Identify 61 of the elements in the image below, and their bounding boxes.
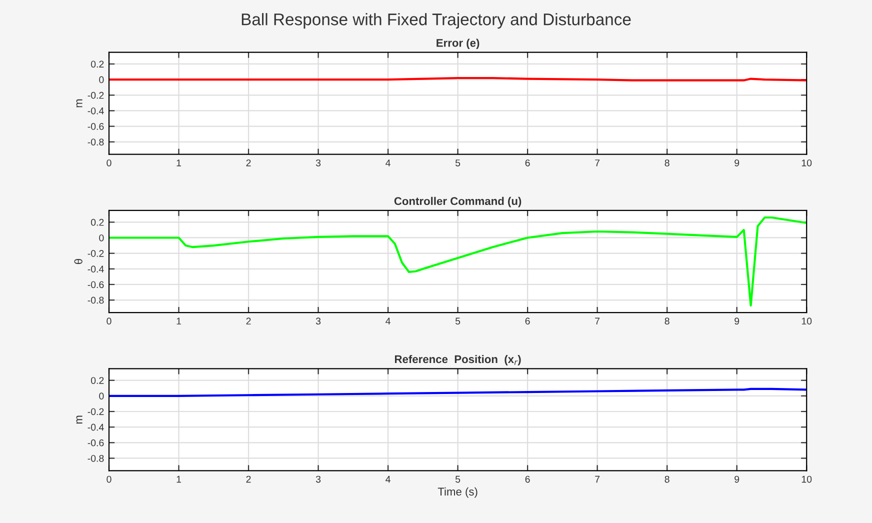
x-tick-label: 5 xyxy=(455,476,460,483)
line-series xyxy=(109,216,807,307)
x-tick-label: 8 xyxy=(664,476,670,483)
y-axis-title: m xyxy=(76,416,82,424)
chart-title: Ball Response with Fixed Trajectory and Disturbance xyxy=(242,13,631,29)
x-tick-label: 5 xyxy=(455,318,460,325)
y-axis-title: θ xyxy=(74,258,82,264)
y-tick-label: -0.6 xyxy=(88,281,104,288)
y-tick-label: -0.2 xyxy=(88,92,104,99)
x-tick-label: 6 xyxy=(525,318,530,325)
y-tick-label: -0.2 xyxy=(88,408,104,416)
x-tick-label: 8 xyxy=(664,159,670,166)
x-tick-label: 10 xyxy=(802,159,812,166)
y-tick-label: 0.2 xyxy=(91,377,104,384)
x-tick-label: 1 xyxy=(176,476,181,483)
y-tick-label: -0.6 xyxy=(88,123,104,130)
x-tick-label: 7 xyxy=(595,160,600,166)
line-series xyxy=(109,388,807,397)
x-tick-label: 1 xyxy=(176,160,181,166)
x-tick-label: 6 xyxy=(525,476,530,483)
y-tick-label: -0.4 xyxy=(88,266,104,273)
x-tick-label: 4 xyxy=(386,318,390,324)
x-tick-label: 1 xyxy=(176,318,181,324)
y-tick-label: -0.8 xyxy=(88,138,104,146)
x-tick-label: 9 xyxy=(734,318,740,325)
chart-title: Controller Command (u) xyxy=(394,196,522,208)
x-tick-label: 0 xyxy=(106,159,112,166)
x-tick-label: 6 xyxy=(525,159,530,166)
y-tick-label: 0.2 xyxy=(91,218,104,226)
y-tick-label: -0.2 xyxy=(88,250,104,257)
x-tick-label: 3 xyxy=(316,159,321,166)
y-axis-title: m xyxy=(76,99,82,108)
y-tick-label: 0 xyxy=(99,76,104,84)
x-tick-label: 7 xyxy=(595,318,600,324)
y-tick-label: -0.4 xyxy=(88,424,104,431)
y-tick-label: -0.4 xyxy=(88,107,104,114)
x-tick-label: 8 xyxy=(664,318,670,325)
y-tick-label: -0.6 xyxy=(88,439,104,446)
x-tick-label: 7 xyxy=(595,476,600,483)
x-tick-label: 2 xyxy=(246,318,251,324)
x-axis-title: Time (s) xyxy=(438,487,478,498)
x-tick-label: 4 xyxy=(386,160,390,166)
x-tick-label: 9 xyxy=(734,476,740,483)
x-tick-label: 0 xyxy=(106,476,112,483)
y-tick-label: -0.8 xyxy=(88,296,104,304)
x-tick-label: 2 xyxy=(246,159,251,166)
x-tick-label: 4 xyxy=(386,476,390,483)
x-tick-label: 3 xyxy=(316,318,321,325)
y-tick-label: -0.8 xyxy=(88,454,104,462)
y-tick-label: 0 xyxy=(99,234,104,242)
x-tick-label: 10 xyxy=(802,476,812,483)
x-tick-label: 5 xyxy=(455,160,460,166)
x-tick-label: 9 xyxy=(734,159,740,166)
x-tick-label: 2 xyxy=(246,476,251,483)
y-tick-label: 0 xyxy=(99,392,104,400)
y-tick-label: 0.2 xyxy=(91,60,104,68)
chart-subtitle: Error (e) xyxy=(436,38,480,50)
x-tick-label: 0 xyxy=(106,318,112,325)
x-tick-label: 3 xyxy=(316,476,321,483)
chart-title: Reference Position (x$_{r}$) xyxy=(394,354,521,366)
x-tick-label: 10 xyxy=(802,318,812,325)
